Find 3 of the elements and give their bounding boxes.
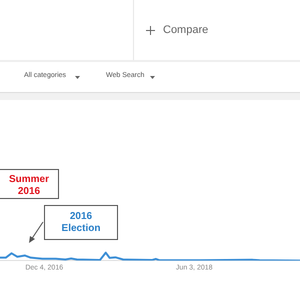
text: Compare (163, 24, 208, 36)
text: Summer 2016 (0, 169, 59, 199)
text: 2016 Election (44, 205, 118, 240)
